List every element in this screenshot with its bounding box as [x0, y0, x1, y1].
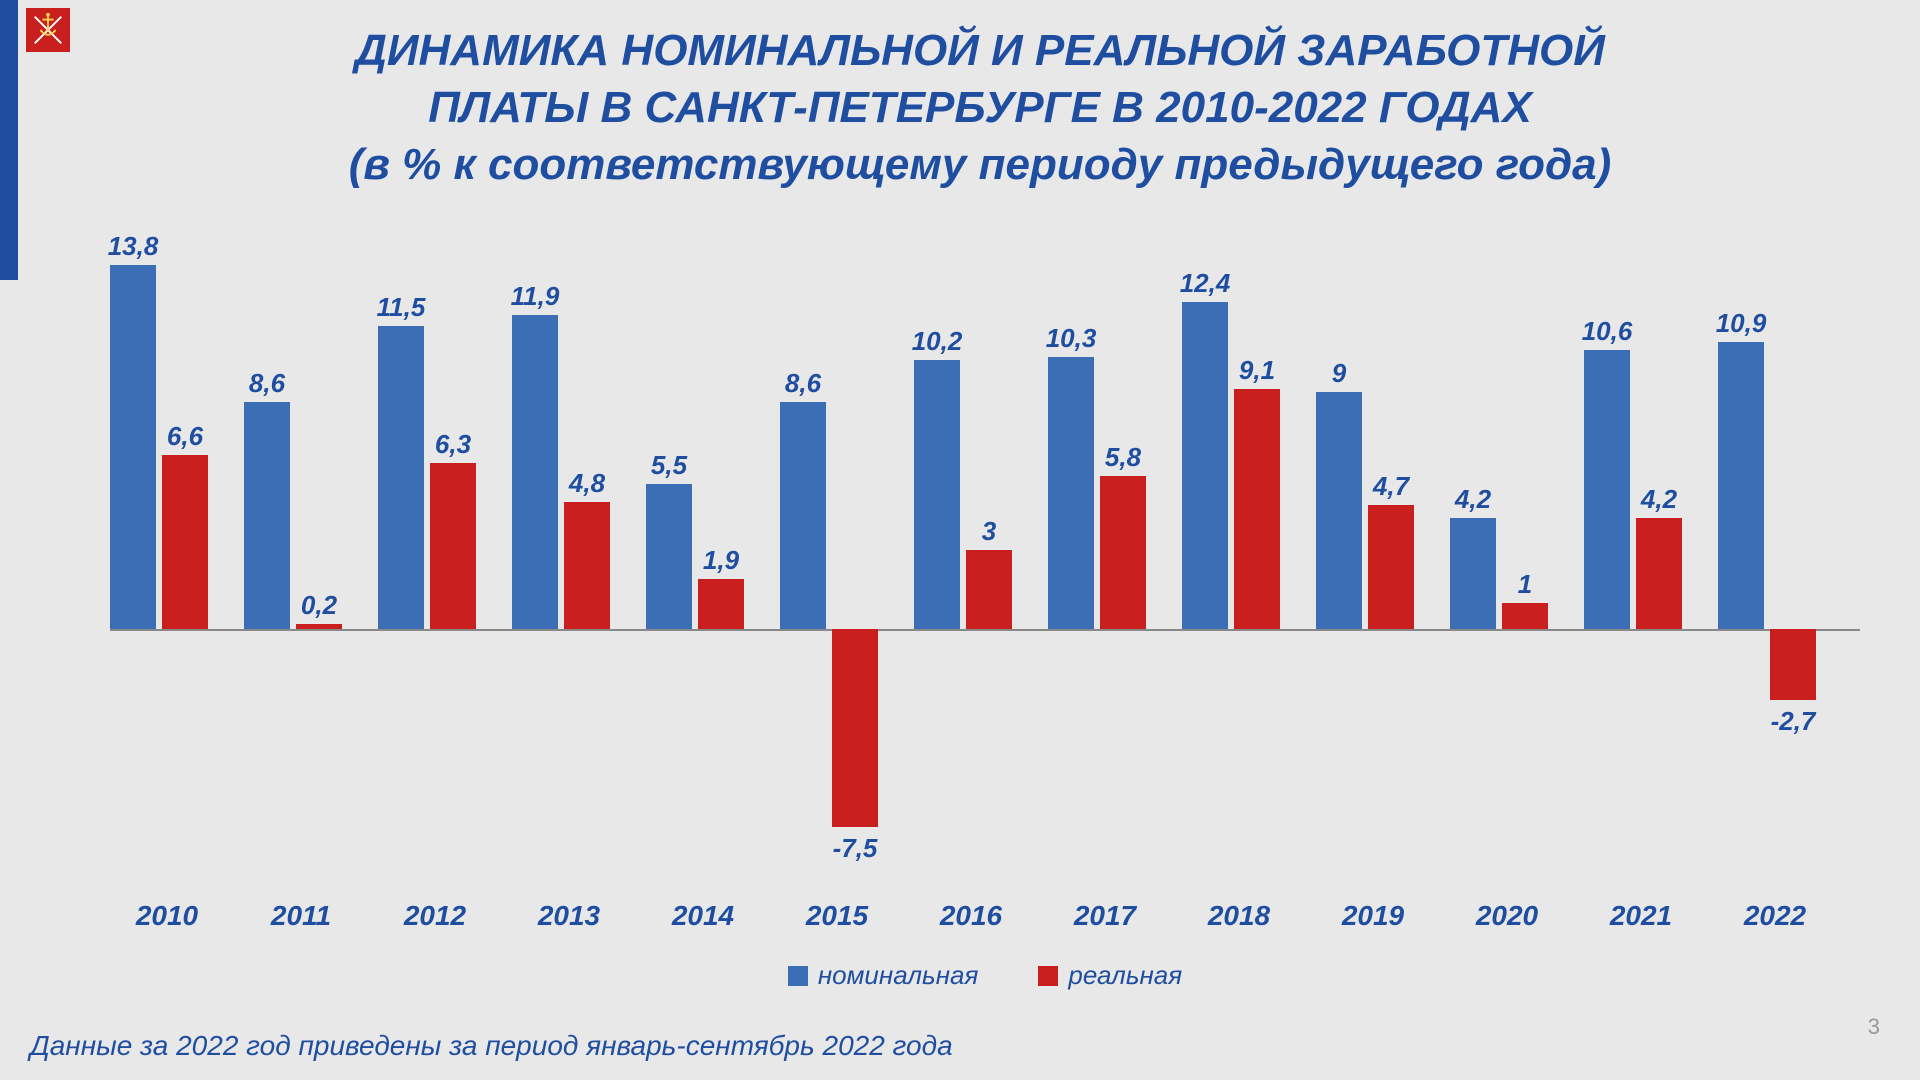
bar-реальная-2010: [162, 455, 208, 629]
logo-badge: [26, 8, 70, 52]
title-line-1: ДИНАМИКА НОМИНАЛЬНОЙ И РЕАЛЬНОЙ ЗАРАБОТН…: [120, 22, 1840, 79]
legend-swatch: [1038, 966, 1058, 986]
x-category-label: 2011: [234, 900, 368, 932]
bar-реальная-2017: [1100, 476, 1146, 629]
legend-item: номинальная: [788, 960, 979, 991]
x-category-label: 2015: [770, 900, 904, 932]
bar-label: 8,6: [768, 368, 838, 399]
bar-реальная-2013: [564, 502, 610, 628]
chart-legend: номинальная реальная: [110, 960, 1860, 991]
bar-label: 12,4: [1170, 268, 1240, 299]
bar-реальная-2016: [966, 550, 1012, 629]
bar-label: 11,5: [366, 292, 436, 323]
bar-номинальная-2012: [378, 326, 424, 629]
bar-реальная-2015: [832, 629, 878, 827]
footnote: Данные за 2022 год приведены за период я…: [30, 1030, 953, 1062]
slide-title: ДИНАМИКА НОМИНАЛЬНОЙ И РЕАЛЬНОЙ ЗАРАБОТН…: [120, 22, 1840, 194]
bar-реальная-2012: [430, 463, 476, 629]
bar-label: 0,2: [284, 590, 354, 621]
bar-label: 10,9: [1706, 308, 1776, 339]
bar-label: 5,5: [634, 450, 704, 481]
legend-item: реальная: [1038, 960, 1182, 991]
bar-label: 5,8: [1088, 442, 1158, 473]
anchor-cross-icon: [29, 11, 67, 49]
bar-chart: 13,86,620108,60,2201111,56,3201211,94,82…: [110, 260, 1860, 840]
bar-label: -7,5: [820, 833, 890, 864]
x-category-label: 2014: [636, 900, 770, 932]
bar-label: 6,3: [418, 429, 488, 460]
x-category-label: 2019: [1306, 900, 1440, 932]
bar-label: 6,6: [150, 421, 220, 452]
x-category-label: 2021: [1574, 900, 1708, 932]
bar-реальная-2014: [698, 579, 744, 629]
x-category-label: 2020: [1440, 900, 1574, 932]
bar-реальная-2018: [1234, 389, 1280, 629]
title-line-2: ПЛАТЫ В САНКТ-ПЕТЕРБУРГЕ В 2010-2022 ГОД…: [120, 79, 1840, 136]
bar-label: 3: [954, 516, 1024, 547]
x-category-label: 2012: [368, 900, 502, 932]
bar-label: 11,9: [500, 281, 570, 312]
bar-реальная-2022: [1770, 629, 1816, 700]
bar-label: 8,6: [232, 368, 302, 399]
bar-номинальная-2015: [780, 402, 826, 629]
bar-label: 1,9: [686, 545, 756, 576]
bar-label: 4,8: [552, 468, 622, 499]
x-category-label: 2018: [1172, 900, 1306, 932]
bar-label: 4,2: [1624, 484, 1694, 515]
x-axis: [110, 629, 1860, 631]
x-category-label: 2022: [1708, 900, 1842, 932]
bar-label: 9: [1304, 358, 1374, 389]
bar-реальная-2011: [296, 624, 342, 629]
legend-label: реальная: [1068, 960, 1182, 991]
bar-label: -2,7: [1758, 706, 1828, 737]
bar-label: 10,6: [1572, 316, 1642, 347]
bar-label: 4,7: [1356, 471, 1426, 502]
bar-label: 4,2: [1438, 484, 1508, 515]
x-category-label: 2016: [904, 900, 1038, 932]
bar-реальная-2019: [1368, 505, 1414, 629]
bar-label: 10,2: [902, 326, 972, 357]
bar-реальная-2021: [1636, 518, 1682, 629]
bar-номинальная-2019: [1316, 392, 1362, 629]
title-line-3: (в % к соответствующему периоду предыдущ…: [120, 136, 1840, 193]
bar-label: 10,3: [1036, 323, 1106, 354]
bar-номинальная-2018: [1182, 302, 1228, 629]
bar-номинальная-2022: [1718, 342, 1764, 629]
page-number: 3: [1868, 1014, 1880, 1040]
bar-label: 1: [1490, 569, 1560, 600]
x-category-label: 2010: [100, 900, 234, 932]
left-accent-bar: [0, 0, 18, 280]
legend-swatch: [788, 966, 808, 986]
x-category-label: 2013: [502, 900, 636, 932]
bar-label: 13,8: [98, 231, 168, 262]
bar-реальная-2020: [1502, 603, 1548, 629]
bar-номинальная-2017: [1048, 357, 1094, 628]
x-category-label: 2017: [1038, 900, 1172, 932]
bar-label: 9,1: [1222, 355, 1292, 386]
bar-номинальная-2016: [914, 360, 960, 629]
legend-label: номинальная: [818, 960, 979, 991]
